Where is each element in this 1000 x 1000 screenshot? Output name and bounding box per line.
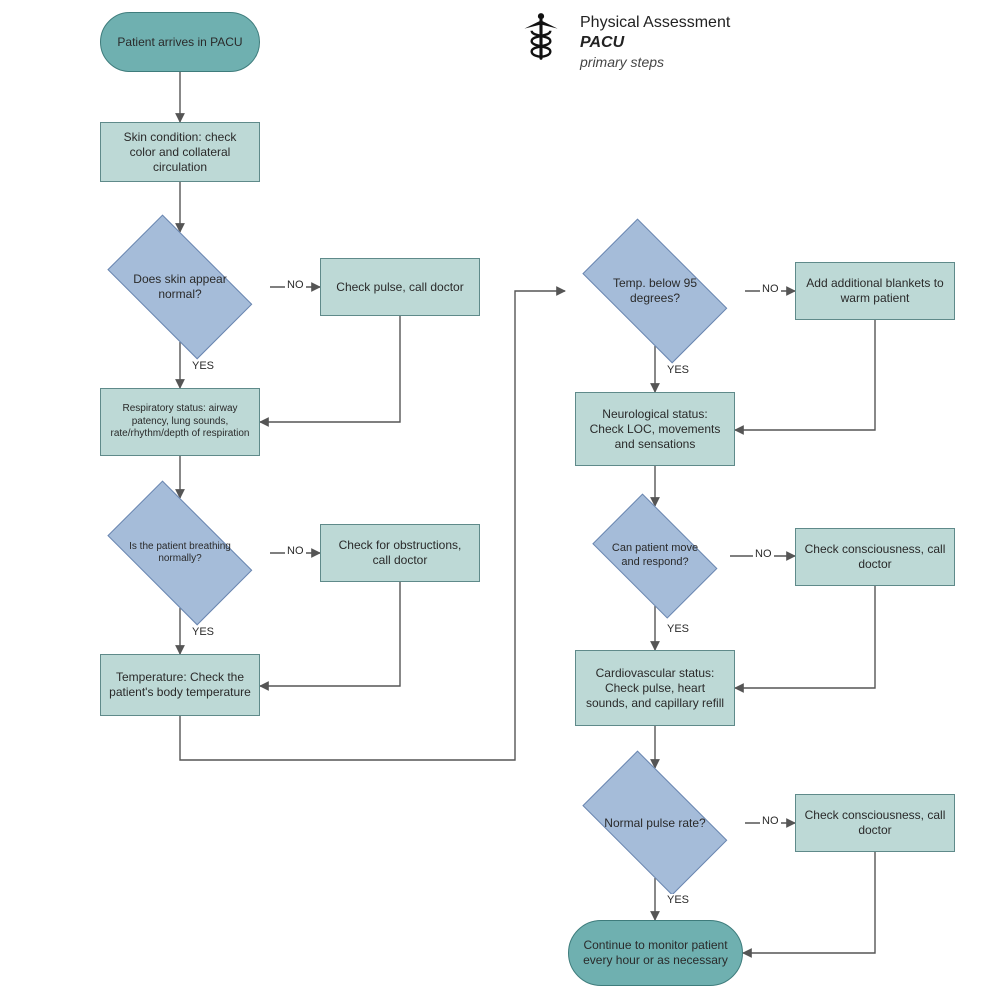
title-block: Physical Assessment PACU primary steps <box>580 14 730 70</box>
decision-d_breath: Is the patient breathing normally? <box>90 498 270 608</box>
flowchart-stage: Physical Assessment PACU primary steps P… <box>0 0 1000 1000</box>
edge-label: NO <box>760 815 781 827</box>
node-label: Can patient move and respond? <box>580 506 730 606</box>
title-line-1: Physical Assessment <box>580 14 730 32</box>
edge-label: NO <box>760 283 781 295</box>
edge-label: YES <box>665 894 691 906</box>
process-neuro: Neurological status: Check LOC, movement… <box>575 392 735 466</box>
process-p_cons2: Check consciousness, call doctor <box>795 794 955 852</box>
edge-label: NO <box>285 279 306 291</box>
process-p_blank: Add additional blankets to warm patient <box>795 262 955 320</box>
process-resp: Respiratory status: airway patency, lung… <box>100 388 260 456</box>
edge-4 <box>260 316 400 422</box>
terminator-end: Continue to monitor patient every hour o… <box>568 920 743 986</box>
caduceus-icon <box>520 10 562 66</box>
decision-d_move: Can patient move and respond? <box>580 506 730 606</box>
process-p_cons1: Check consciousness, call doctor <box>795 528 955 586</box>
node-label: Does skin appear normal? <box>90 232 270 342</box>
title-line-2: PACU <box>580 34 730 52</box>
edge-label: YES <box>665 623 691 635</box>
edge-label: NO <box>753 548 774 560</box>
edge-16 <box>735 586 875 688</box>
decision-d_temp: Temp. below 95 degrees? <box>565 236 745 346</box>
process-p_obstr: Check for obstructions, call doctor <box>320 524 480 582</box>
node-label: Is the patient breathing normally? <box>90 498 270 608</box>
decision-d_pulse: Normal pulse rate? <box>565 768 745 878</box>
edge-label: NO <box>285 545 306 557</box>
node-label: Temp. below 95 degrees? <box>565 236 745 346</box>
terminator-start: Patient arrives in PACU <box>100 12 260 72</box>
edge-12 <box>735 320 875 430</box>
edge-20 <box>743 852 875 953</box>
edge-label: YES <box>665 364 691 376</box>
edge-label: YES <box>190 360 216 372</box>
edge-8 <box>260 582 400 686</box>
decision-d_skin: Does skin appear normal? <box>90 232 270 342</box>
process-cardio: Cardiovascular status: Check pulse, hear… <box>575 650 735 726</box>
process-temp: Temperature: Check the patient's body te… <box>100 654 260 716</box>
edge-label: YES <box>190 626 216 638</box>
process-p_pulse: Check pulse, call doctor <box>320 258 480 316</box>
node-label: Normal pulse rate? <box>565 768 745 878</box>
title-line-3: primary steps <box>580 54 730 70</box>
process-skin: Skin condition: check color and collater… <box>100 122 260 182</box>
